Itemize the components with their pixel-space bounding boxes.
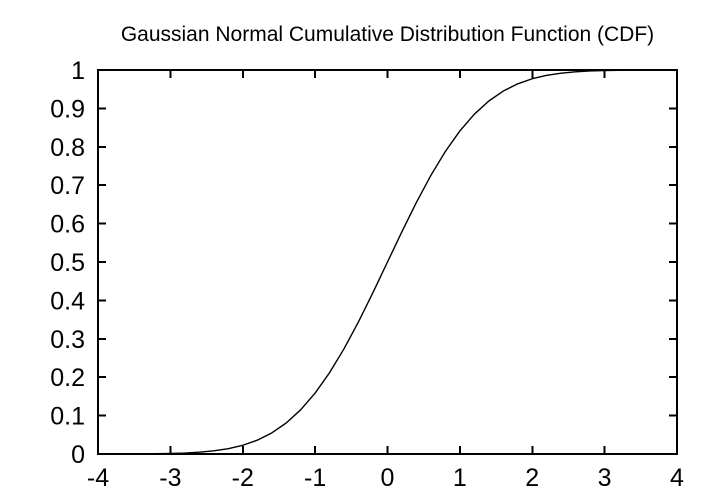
x-tick-label: -2 (232, 464, 254, 492)
y-tick-label: 1 (71, 57, 85, 85)
x-tick-label: -1 (304, 464, 326, 492)
y-tick-label: 0.2 (50, 364, 85, 392)
y-tick-label: 0.7 (50, 172, 85, 200)
x-tick-label: 3 (598, 464, 612, 492)
x-tick-label: 2 (525, 464, 539, 492)
x-tick-label: 0 (381, 464, 395, 492)
axes-layer: -4 -3 -2 -1 0 1 2 3 4 0 0.1 0.2 0.3 0.4 0.5 0.6 0.7 0.8 0.… (50, 57, 684, 492)
y-tick-label: 0.3 (50, 326, 85, 354)
y-tick-label: 0.5 (50, 249, 85, 277)
x-tick-label: -4 (87, 464, 109, 492)
y-tick-label: 0.1 (50, 403, 85, 431)
x-tick-label: 1 (453, 464, 467, 492)
chart-title: Gaussian Normal Cumulative Distribution … (121, 23, 654, 46)
y-tick-label: 0 (71, 441, 85, 469)
y-tick-label: 0.6 (50, 211, 85, 239)
y-tick-label: 0.8 (50, 134, 85, 162)
series-layer (97, 69, 678, 455)
y-tick-label: 0.4 (50, 287, 85, 315)
cdf-curve (97, 69, 678, 455)
y-tick-label: 0.9 (50, 95, 85, 123)
x-tick-label: 4 (670, 464, 684, 492)
x-tick-label: -3 (159, 464, 181, 492)
